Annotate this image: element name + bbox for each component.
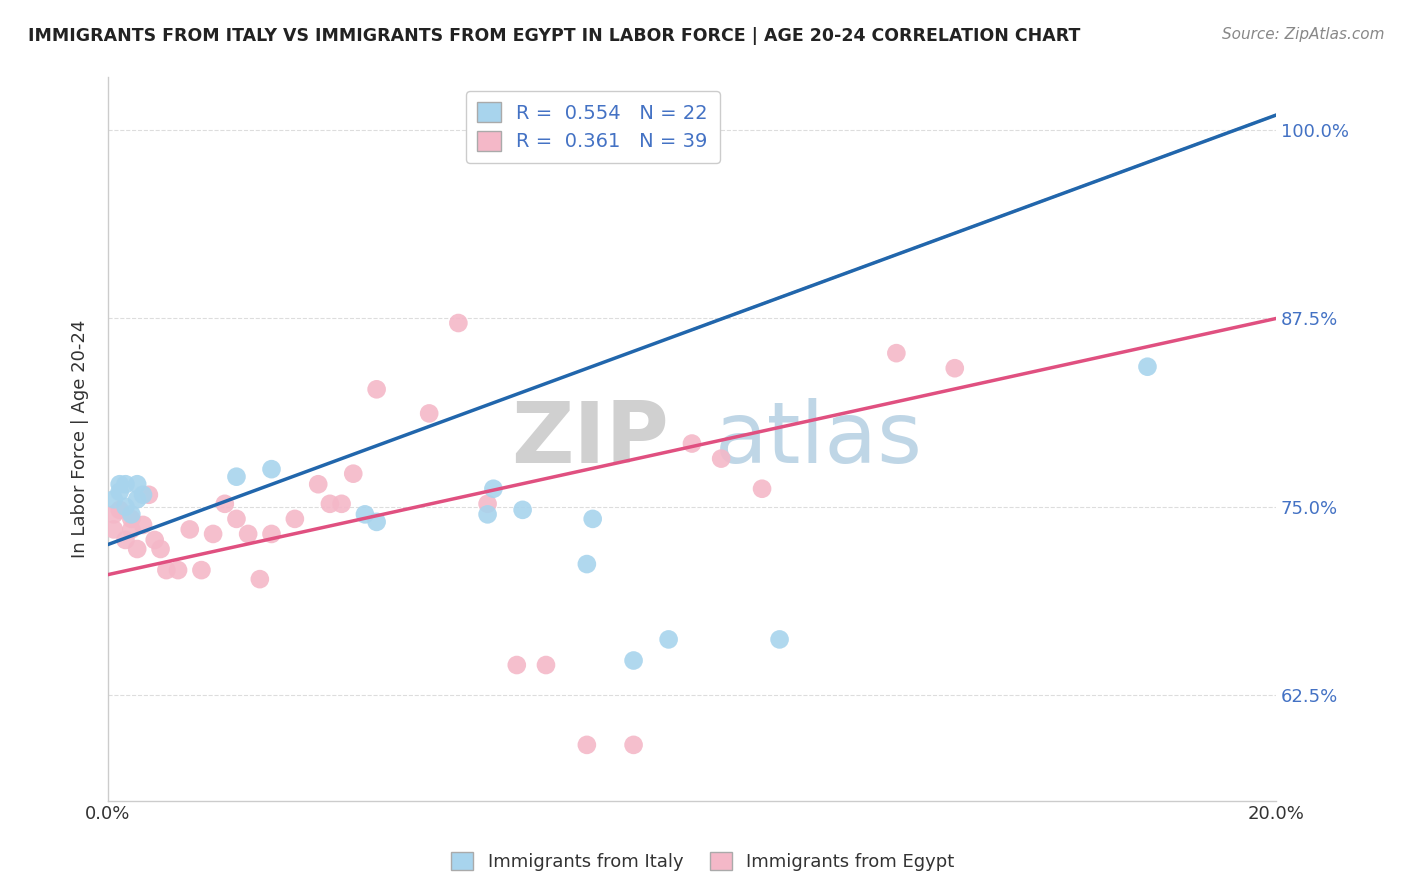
Point xyxy=(167,563,190,577)
Point xyxy=(108,477,131,491)
Point xyxy=(236,527,259,541)
Point xyxy=(512,503,534,517)
Point xyxy=(330,497,353,511)
Point xyxy=(575,738,598,752)
Point xyxy=(482,482,505,496)
Point xyxy=(366,515,388,529)
Point xyxy=(477,497,499,511)
Text: IMMIGRANTS FROM ITALY VS IMMIGRANTS FROM EGYPT IN LABOR FORCE | AGE 20-24 CORREL: IMMIGRANTS FROM ITALY VS IMMIGRANTS FROM… xyxy=(28,27,1080,45)
Point xyxy=(307,477,329,491)
Point xyxy=(943,361,966,376)
Point xyxy=(477,508,499,522)
Point xyxy=(149,541,172,556)
Point xyxy=(127,492,149,507)
Point xyxy=(284,512,307,526)
Point xyxy=(260,462,283,476)
Point xyxy=(214,497,236,511)
Point xyxy=(103,508,125,522)
Point xyxy=(103,492,125,507)
Point xyxy=(108,484,131,499)
Text: atlas: atlas xyxy=(716,398,924,481)
Point xyxy=(751,482,773,496)
Point xyxy=(319,497,342,511)
Point xyxy=(179,523,201,537)
Point xyxy=(114,477,136,491)
Legend: Immigrants from Italy, Immigrants from Egypt: Immigrants from Italy, Immigrants from E… xyxy=(444,845,962,879)
Point xyxy=(225,469,247,483)
Point xyxy=(342,467,364,481)
Point xyxy=(582,512,605,526)
Y-axis label: In Labor Force | Age 20-24: In Labor Force | Age 20-24 xyxy=(72,320,89,558)
Point xyxy=(202,527,225,541)
Point xyxy=(1136,359,1159,374)
Point xyxy=(132,517,155,532)
Legend: R =  0.554   N = 22, R =  0.361   N = 39: R = 0.554 N = 22, R = 0.361 N = 39 xyxy=(465,91,720,163)
Point xyxy=(768,632,790,647)
Point xyxy=(447,316,470,330)
Point xyxy=(132,488,155,502)
Point xyxy=(103,523,125,537)
Point xyxy=(120,512,142,526)
Point xyxy=(114,500,136,514)
Point xyxy=(658,632,681,647)
Point xyxy=(127,477,149,491)
Point xyxy=(155,563,177,577)
Point xyxy=(623,653,645,667)
Point xyxy=(354,508,377,522)
Point xyxy=(418,406,440,420)
Point xyxy=(138,488,160,502)
Point xyxy=(143,533,166,547)
Point xyxy=(681,436,703,450)
Point xyxy=(534,658,557,673)
Point xyxy=(886,346,908,360)
Point xyxy=(710,451,733,466)
Point xyxy=(120,523,142,537)
Text: ZIP: ZIP xyxy=(510,398,669,481)
Point xyxy=(506,658,529,673)
Point xyxy=(108,503,131,517)
Text: Source: ZipAtlas.com: Source: ZipAtlas.com xyxy=(1222,27,1385,42)
Point xyxy=(249,572,271,586)
Point xyxy=(575,557,598,571)
Point xyxy=(623,738,645,752)
Point xyxy=(114,533,136,547)
Point xyxy=(366,382,388,396)
Point xyxy=(190,563,212,577)
Point xyxy=(127,541,149,556)
Point xyxy=(260,527,283,541)
Point xyxy=(120,508,142,522)
Point xyxy=(225,512,247,526)
